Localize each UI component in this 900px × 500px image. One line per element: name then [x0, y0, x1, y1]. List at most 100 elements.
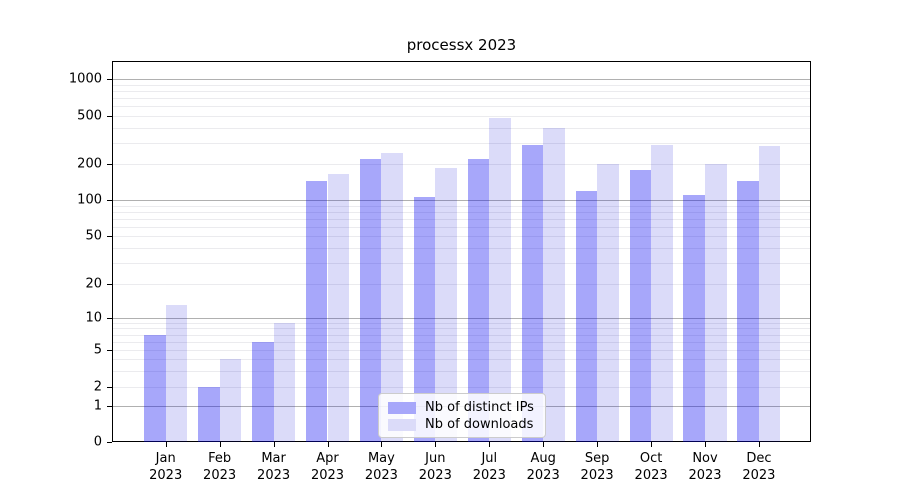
bar-sep-distinct-ips: [575, 190, 598, 442]
x-tick-label-aug: Aug 2023: [526, 451, 560, 483]
bar-oct-downloads: [651, 145, 673, 442]
x-tick-label-jan: Jan 2023: [149, 451, 183, 483]
bar-jan-distinct-ips: [144, 334, 166, 442]
y-tick-50: [107, 236, 112, 237]
y-tick-label-0: 0: [93, 434, 102, 450]
bar-oct-distinct-ips: [629, 170, 652, 442]
bar-nov-downloads: [705, 164, 727, 442]
x-tick-apr: [327, 442, 329, 447]
x-tick-may: [381, 442, 383, 447]
y-tick-label-1000: 1000: [68, 71, 102, 87]
x-tick-label-mar: Mar 2023: [257, 451, 291, 483]
x-tick-oct: [651, 442, 653, 447]
gridline-5: [113, 350, 810, 351]
y-tick-label-200: 200: [77, 156, 102, 172]
x-tick-label-oct: Oct 2023: [634, 451, 668, 483]
gridline-7: [113, 334, 810, 336]
legend: Nb of distinct IPs Nb of downloads: [378, 393, 546, 438]
y-tick-1000: [107, 79, 112, 80]
gridline-900: [113, 84, 810, 86]
legend-swatch-distinct-ips: [388, 401, 416, 414]
bar-feb-downloads: [219, 359, 242, 442]
x-tick-dec: [758, 442, 760, 447]
bar-nov-distinct-ips: [683, 195, 705, 442]
gridline-9: [113, 322, 810, 324]
x-tick-label-may: May 2023: [364, 451, 398, 483]
x-tick-label-jun: Jun 2023: [418, 451, 452, 483]
gridline-700: [113, 98, 810, 99]
gridline-30: [113, 262, 810, 264]
x-tick-feb: [219, 442, 221, 447]
legend-swatch-downloads: [388, 418, 416, 431]
legend-label-downloads: Nb of downloads: [425, 417, 534, 432]
y-tick-20: [107, 284, 112, 285]
legend-item-distinct-ips: Nb of distinct IPs: [388, 399, 537, 416]
y-tick-2: [107, 387, 112, 388]
gridline-2: [113, 387, 810, 388]
y-tick-10: [107, 318, 112, 319]
bar-jul-downloads: [489, 118, 511, 442]
gridline-60: [113, 226, 810, 228]
x-tick-nov: [705, 442, 706, 447]
y-tick-label-5: 5: [93, 342, 102, 358]
y-tick-label-500: 500: [77, 108, 102, 124]
y-tick-label-100: 100: [77, 192, 102, 208]
bar-jul-distinct-ips: [467, 159, 490, 442]
x-tick-jun: [435, 442, 437, 447]
bar-aug-downloads: [543, 127, 565, 442]
x-tick-label-sep: Sep 2023: [580, 451, 614, 483]
y-tick-label-10: 10: [85, 310, 102, 326]
gridline-20: [113, 284, 810, 285]
gridline-6: [113, 341, 810, 343]
bar-feb-distinct-ips: [198, 387, 220, 442]
x-tick-sep: [597, 442, 599, 447]
gridline-1000: [113, 79, 810, 80]
x-tick-label-feb: Feb 2023: [203, 451, 237, 483]
x-tick-mar: [273, 442, 275, 447]
gridline-10: [113, 318, 810, 319]
x-tick-label-nov: Nov 2023: [688, 451, 722, 483]
x-tick-jul: [489, 442, 491, 447]
y-tick-label-1: 1: [93, 398, 102, 414]
x-tick-aug: [543, 442, 545, 447]
x-tick-jan: [165, 442, 167, 447]
gridline-70: [113, 218, 810, 220]
gridline-40: [113, 247, 810, 249]
gridline-4: [113, 359, 810, 360]
y-tick-200: [107, 164, 112, 165]
gridline-200: [113, 164, 810, 165]
y-tick-label-2: 2: [93, 379, 102, 395]
y-tick-label-20: 20: [85, 276, 102, 292]
bar-jan-downloads: [165, 305, 188, 442]
bar-dec-downloads: [758, 146, 781, 442]
gridline-400: [113, 127, 810, 129]
bars-layer: [113, 62, 810, 442]
bar-mar-downloads: [273, 322, 296, 442]
bar-may-downloads: [381, 153, 403, 442]
gridline-8: [113, 328, 810, 330]
legend-label-distinct-ips: Nb of distinct IPs: [425, 400, 534, 415]
y-tick-100: [107, 200, 112, 201]
y-tick-1: [107, 405, 112, 407]
x-tick-label-dec: Dec 2023: [742, 451, 776, 483]
bar-aug-distinct-ips: [521, 144, 544, 442]
gridline-500: [113, 116, 810, 117]
bar-jun-downloads: [435, 168, 457, 442]
gridline-100: [113, 200, 810, 201]
gridline-80: [113, 211, 810, 213]
gridline-50: [113, 236, 810, 237]
gridline-90: [113, 205, 810, 207]
y-tick-500: [107, 116, 112, 117]
y-tick-label-50: 50: [85, 228, 102, 244]
bar-mar-distinct-ips: [252, 341, 274, 442]
y-tick-5: [107, 350, 112, 351]
gridline-300: [113, 142, 810, 144]
gridline-3: [113, 370, 810, 372]
bar-apr-distinct-ips: [305, 180, 328, 442]
gridlines-layer: [113, 62, 810, 441]
gridline-600: [113, 106, 810, 108]
bar-dec-distinct-ips: [737, 181, 759, 442]
plot-area: Nb of distinct IPs Nb of downloads: [112, 61, 811, 442]
x-tick-label-jul: Jul 2023: [472, 451, 506, 483]
